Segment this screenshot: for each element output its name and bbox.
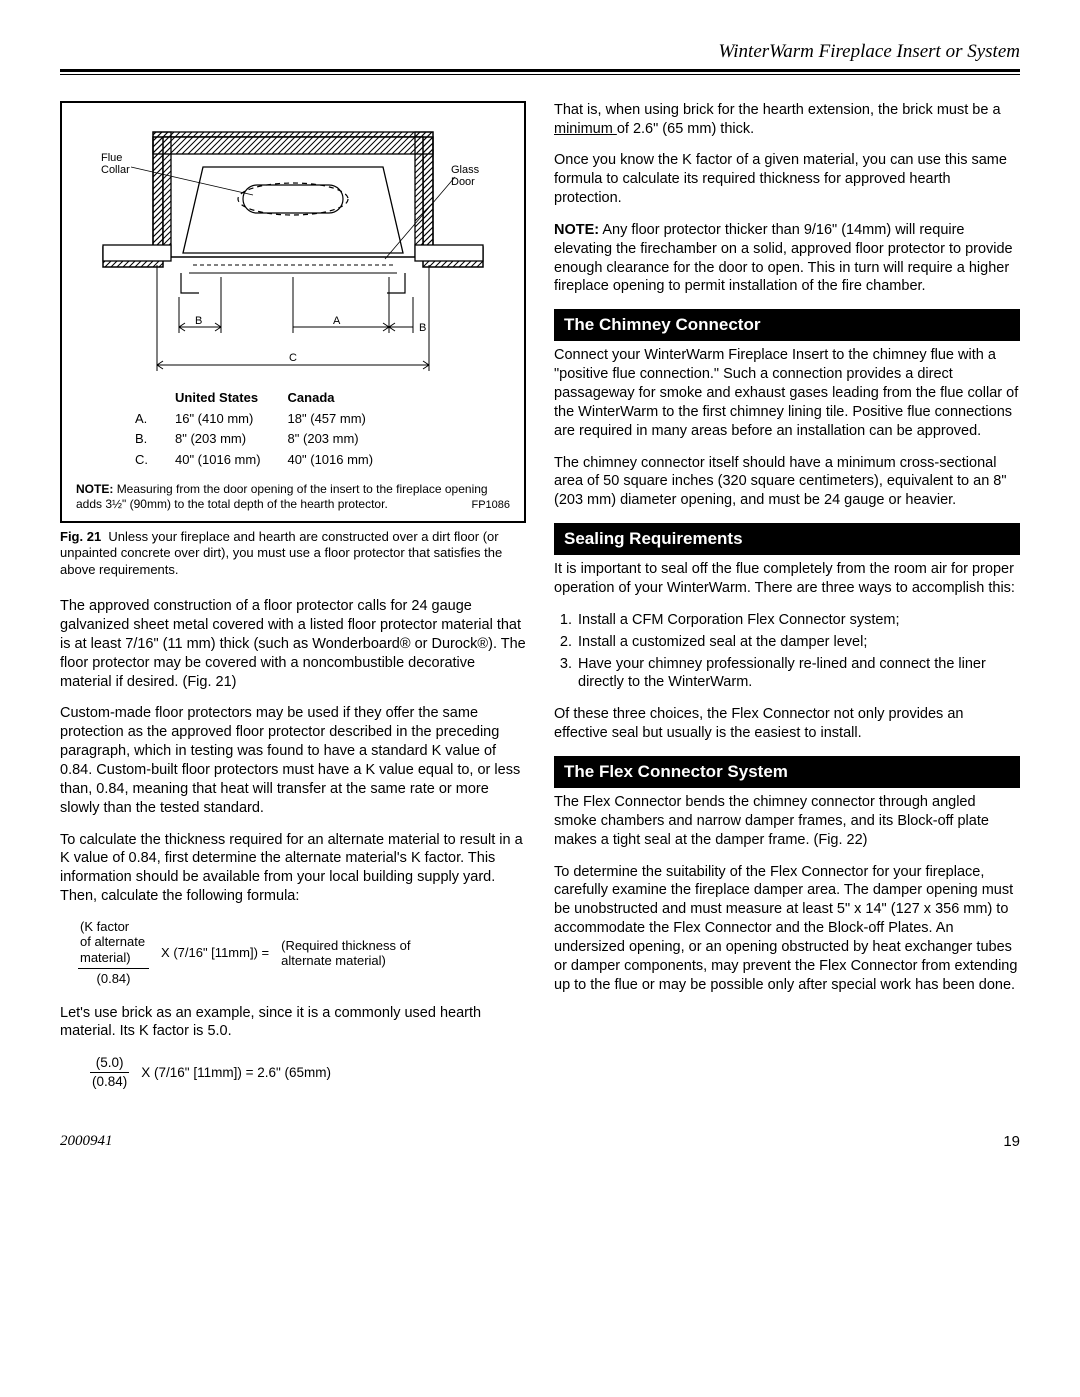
seal-li2: Install a customized seal at the damper … <box>576 633 1020 652</box>
caption-bold: Fig. 21 <box>60 529 101 544</box>
dim-head-us: United States <box>174 389 285 408</box>
f1-den: (0.84) <box>78 969 149 988</box>
right-column: That is, when using brick for the hearth… <box>554 101 1020 1107</box>
dim-row-a-ca: 18" (457 mm) <box>287 410 398 429</box>
dim-row-b-us: 8" (203 mm) <box>174 430 285 449</box>
svg-text:B: B <box>195 315 202 327</box>
right-p2: Once you know the K factor of a given ma… <box>554 151 1020 208</box>
heading-flex-connector: The Flex Connector System <box>554 756 1020 788</box>
footer-page: 19 <box>1003 1132 1020 1152</box>
right-p6: It is important to seal off the flue com… <box>554 560 1020 598</box>
right-p4: Connect your WinterWarm Fireplace Insert… <box>554 346 1020 440</box>
formula-k-factor: (K factor of alternate material) (0.84) … <box>78 919 526 988</box>
caption-text: Unless your fireplace and hearth are con… <box>60 529 502 578</box>
f1-res1: (Required thickness of <box>281 938 410 953</box>
r-p3-bold: NOTE: <box>554 222 599 238</box>
page-header: WinterWarm Fireplace Insert or System <box>60 40 1020 77</box>
right-p8: The Flex Connector bends the chimney con… <box>554 793 1020 850</box>
right-p5: The chimney connector itself should have… <box>554 454 1020 511</box>
page-footer: 2000941 19 <box>60 1132 1020 1152</box>
figure-caption: Fig. 21 Unless your fireplace and hearth… <box>60 529 526 580</box>
f1-res2: alternate material) <box>281 953 386 968</box>
header-title-text: WinterWarm Fireplace Insert or System <box>719 41 1021 62</box>
dim-row-c-ca: 40" (1016 mm) <box>287 451 398 470</box>
heading-sealing-requirements: Sealing Requirements <box>554 523 1020 555</box>
dim-row-b-label: B. <box>134 430 172 449</box>
seal-li1: Install a CFM Corporation Flex Connector… <box>576 611 1020 630</box>
left-p4: Let's use brick as an example, since it … <box>60 1004 526 1042</box>
svg-text:Collar: Collar <box>101 164 130 176</box>
formula-brick: (5.0) (0.84) X (7/16" [11mm]) = 2.6" (65… <box>90 1054 526 1090</box>
left-p2: Custom-made floor protectors may be used… <box>60 704 526 817</box>
r-p1a: That is, when using brick for the hearth… <box>554 102 1001 118</box>
fireplace-diagram: Flue Collar Glass Door B <box>93 117 493 377</box>
f2-num: (5.0) <box>90 1054 129 1073</box>
r-p1b: of 2.6" (65 mm) thick. <box>617 121 754 137</box>
right-p7: Of these three choices, the Flex Connect… <box>554 705 1020 743</box>
f1-num1: (K factor <box>80 919 129 934</box>
dim-row-a-label: A. <box>134 410 172 429</box>
r-p1u: minimum <box>554 121 617 137</box>
dim-row-c-us: 40" (1016 mm) <box>174 451 285 470</box>
seal-li3: Have your chimney professionally re-line… <box>576 655 1020 693</box>
svg-text:C: C <box>289 352 297 364</box>
sealing-list: Install a CFM Corporation Flex Connector… <box>554 611 1020 692</box>
svg-text:A: A <box>333 315 341 327</box>
dimension-table: United States Canada A. 16" (410 mm) 18"… <box>132 387 399 473</box>
svg-text:Door: Door <box>451 176 475 188</box>
heading-chimney-connector: The Chimney Connector <box>554 309 1020 341</box>
header-rule <box>60 69 1020 75</box>
f1-num2: of alternate <box>80 934 145 949</box>
dim-head-ca: Canada <box>287 389 398 408</box>
svg-text:Flue: Flue <box>101 152 122 164</box>
footer-docnum: 2000941 <box>60 1132 113 1152</box>
left-p1: The approved construction of a floor pro… <box>60 597 526 691</box>
right-p3: NOTE: Any floor protector thicker than 9… <box>554 221 1020 296</box>
f1-mid: X (7/16" [11mm]) = <box>149 945 281 962</box>
dim-row-b-ca: 8" (203 mm) <box>287 430 398 449</box>
figure-note-bold: NOTE: <box>76 482 113 496</box>
right-p9: To determine the suitability of the Flex… <box>554 863 1020 995</box>
left-column: Flue Collar Glass Door B <box>60 101 526 1107</box>
f1-num3: material) <box>80 950 131 965</box>
svg-text:B: B <box>419 322 426 334</box>
f2-den: (0.84) <box>90 1073 129 1091</box>
dim-row-c-label: C. <box>134 451 172 470</box>
content-columns: Flue Collar Glass Door B <box>60 101 1020 1107</box>
svg-text:Glass: Glass <box>451 164 480 176</box>
f2-rest: X (7/16" [11mm]) = 2.6" (65mm) <box>129 1064 331 1082</box>
right-p1: That is, when using brick for the hearth… <box>554 101 1020 139</box>
dim-row-a-us: 16" (410 mm) <box>174 410 285 429</box>
left-p3: To calculate the thickness required for … <box>60 831 526 906</box>
figure-21-box: Flue Collar Glass Door B <box>60 101 526 523</box>
r-p3-text: Any floor protector thicker than 9/16" (… <box>554 222 1013 295</box>
